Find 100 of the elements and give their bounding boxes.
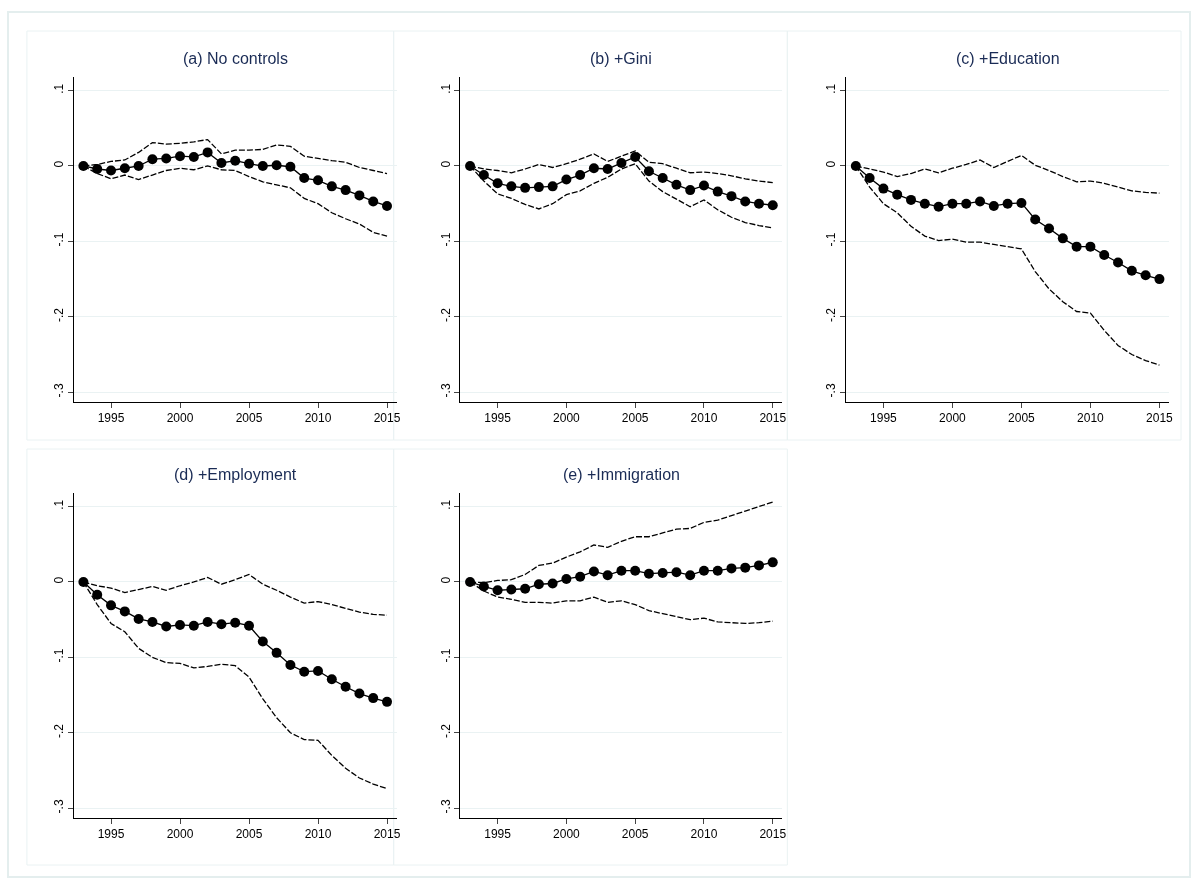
x-tick-label: 2015 <box>1146 411 1174 426</box>
point <box>588 566 599 577</box>
y-tick-label: .1 <box>438 499 453 510</box>
point <box>671 179 682 190</box>
point <box>340 185 351 196</box>
x-tick-label: 2015 <box>373 827 401 842</box>
point <box>575 571 586 582</box>
point <box>767 200 778 211</box>
point <box>92 164 103 174</box>
point <box>244 620 255 631</box>
point <box>313 665 324 676</box>
point <box>354 688 365 699</box>
point <box>478 170 489 181</box>
x-tick-label: 2000 <box>166 827 194 842</box>
point <box>188 151 199 162</box>
point <box>643 166 654 177</box>
chart-title: (d) +Employment <box>174 466 297 483</box>
point <box>657 567 668 578</box>
point <box>753 560 764 571</box>
point <box>92 589 103 600</box>
y-tick-label: -.1 <box>438 648 453 663</box>
point <box>657 173 668 184</box>
x-tick-label: 2000 <box>939 411 967 426</box>
x-tick-label: 1995 <box>97 827 125 842</box>
chart-title: (b) +Gini <box>590 50 652 67</box>
y-tick-label: -.3 <box>438 383 453 398</box>
y-tick-label: 0 <box>824 160 839 168</box>
point <box>685 570 696 581</box>
x-tick-label: 2015 <box>373 411 401 426</box>
point <box>299 173 310 184</box>
point <box>313 175 324 186</box>
y-tick-label: -.3 <box>438 799 453 814</box>
point <box>1030 214 1041 225</box>
point <box>561 573 572 584</box>
point <box>161 621 172 632</box>
point <box>698 180 709 191</box>
point <box>740 562 751 573</box>
x-tick-label: 2005 <box>235 411 263 426</box>
point <box>202 616 213 627</box>
y-tick-label: 0 <box>438 160 453 168</box>
point <box>630 565 641 576</box>
point <box>230 155 241 166</box>
chart-title: (e) +Immigration <box>563 466 680 483</box>
y-tick-label: .1 <box>438 83 453 94</box>
point <box>506 181 517 192</box>
point <box>588 163 599 174</box>
x-tick-label: 2010 <box>690 827 718 842</box>
point <box>133 160 144 171</box>
point <box>202 147 213 158</box>
point <box>947 198 958 209</box>
point <box>506 584 517 595</box>
point <box>106 165 117 176</box>
x-tick-label: 2000 <box>166 411 194 426</box>
point <box>119 606 130 617</box>
x-tick-label: 1995 <box>484 827 512 842</box>
point <box>726 563 737 574</box>
x-tick-label: 2005 <box>621 827 649 842</box>
point <box>520 583 531 594</box>
point <box>175 151 186 162</box>
point <box>547 181 558 192</box>
point <box>382 696 393 707</box>
point <box>326 181 337 192</box>
point <box>933 201 944 212</box>
y-tick-label: -.1 <box>51 232 66 247</box>
point <box>106 600 117 611</box>
point <box>230 617 241 628</box>
point <box>147 154 158 165</box>
point <box>147 616 158 627</box>
point <box>878 183 889 194</box>
point <box>285 161 296 172</box>
point <box>740 196 751 207</box>
point <box>533 182 544 193</box>
point <box>753 198 764 209</box>
chart-title: (a) No controls <box>183 50 288 67</box>
x-tick-label: 2005 <box>235 827 263 842</box>
point <box>257 160 268 171</box>
point <box>340 681 351 692</box>
point <box>712 565 723 576</box>
point <box>547 578 558 589</box>
point <box>368 196 379 207</box>
point <box>1099 249 1110 260</box>
point <box>216 157 227 168</box>
point <box>354 190 365 201</box>
point <box>643 568 654 579</box>
y-tick-label: -.1 <box>438 232 453 247</box>
x-tick-label: 2000 <box>553 827 581 842</box>
point <box>671 567 682 578</box>
point <box>726 191 737 202</box>
x-tick-label: 2005 <box>621 411 649 426</box>
point <box>492 178 503 189</box>
point <box>119 163 130 174</box>
point <box>561 174 572 185</box>
point <box>161 153 172 164</box>
point <box>271 647 282 658</box>
point <box>630 151 641 162</box>
x-tick-label: 2015 <box>759 827 787 842</box>
x-tick-label: 1995 <box>484 411 512 426</box>
point <box>244 158 255 169</box>
point <box>975 196 986 207</box>
y-tick-label: .1 <box>824 83 839 94</box>
